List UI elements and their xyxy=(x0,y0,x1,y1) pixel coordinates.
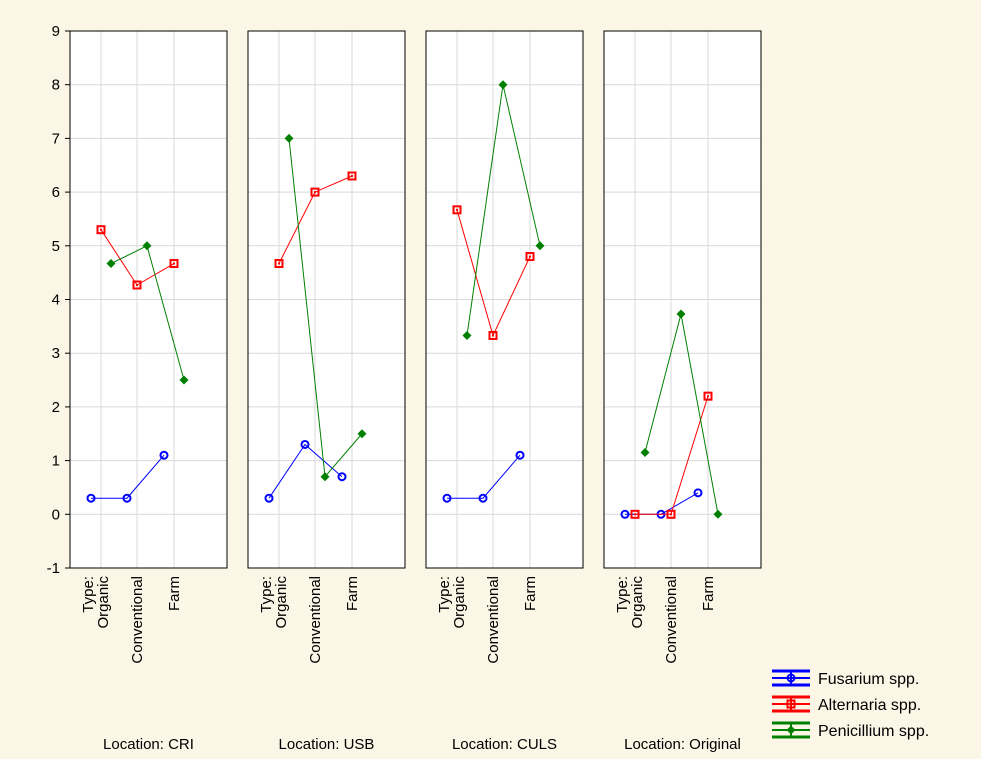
y-tick-label: 7 xyxy=(52,130,60,147)
data-point-circle xyxy=(786,673,796,683)
y-tick-label: 4 xyxy=(52,292,60,309)
category-label: Farm xyxy=(522,576,539,611)
y-tick-label: 1 xyxy=(52,453,60,470)
category-label: Conventional xyxy=(307,576,324,664)
data-point-circle xyxy=(264,493,274,503)
data-point-circle xyxy=(86,493,96,503)
chart-panel-3: Type:Organic Conventional Farm Location: CU… xyxy=(425,30,584,753)
legend-label: Penicillium spp. xyxy=(818,723,929,740)
data-point-square-center xyxy=(492,334,494,337)
category-label: Conventional xyxy=(663,576,680,664)
location-label: Location: CRI xyxy=(103,736,194,753)
data-point-diamond xyxy=(535,241,545,251)
category-label: Conventional xyxy=(485,576,502,664)
data-point-square-center xyxy=(100,228,102,231)
data-point-square xyxy=(488,330,498,340)
data-point-circle xyxy=(515,450,525,460)
y-tick-label: -1 xyxy=(47,560,60,577)
location-label: Location: USB xyxy=(279,736,375,753)
y-tick-label: 0 xyxy=(52,506,60,523)
y-tick-label: 6 xyxy=(52,184,60,201)
chart-panel-1: Type:Organic Conventional Farm Location: CR… xyxy=(65,30,228,753)
data-point-circle xyxy=(300,439,310,449)
data-point-circle xyxy=(442,493,452,503)
data-point-square-center xyxy=(314,191,316,194)
panel-frame xyxy=(247,30,406,569)
data-point-square xyxy=(96,225,106,235)
data-point-diamond xyxy=(498,80,508,90)
data-point-circle xyxy=(693,488,703,498)
category-label: Organic xyxy=(629,576,646,629)
data-point-square-center xyxy=(173,262,175,265)
data-point-diamond xyxy=(462,330,472,340)
series-line xyxy=(447,454,521,499)
data-point-diamond xyxy=(676,309,686,319)
data-point-square-center xyxy=(351,174,353,177)
y-tick-label: 9 xyxy=(52,23,60,40)
data-point-square-center xyxy=(529,255,531,258)
data-point-diamond xyxy=(142,241,152,251)
data-point-square xyxy=(274,259,284,269)
legend: Fusarium spp. Alternaria spp. Penicillium … xyxy=(772,669,929,740)
data-point-square xyxy=(310,187,320,197)
data-point-square xyxy=(666,509,676,519)
panel-frame xyxy=(425,30,584,569)
legend-label: Fusarium spp. xyxy=(818,671,919,688)
location-label: Location: CULS xyxy=(452,736,557,753)
data-point-diamond xyxy=(357,429,367,439)
data-point-square-center xyxy=(456,208,458,211)
data-point-diamond xyxy=(786,725,796,735)
data-point-diamond xyxy=(320,472,330,482)
series-line xyxy=(268,443,343,499)
panel-frame xyxy=(603,30,762,569)
data-point-square xyxy=(132,280,142,290)
category-prefix-label: Type: xyxy=(436,576,453,613)
category-prefix-label: Type: xyxy=(614,576,631,613)
y-tick-label: 2 xyxy=(52,399,60,416)
category-label: Farm xyxy=(700,576,717,611)
category-label: Organic xyxy=(95,576,112,629)
data-point-square xyxy=(347,171,357,181)
data-point-diamond xyxy=(106,259,116,269)
category-label: Organic xyxy=(451,576,468,629)
data-point-square xyxy=(786,699,796,709)
chart-panel-2: Type:Organic Conventional Farm Location: US… xyxy=(247,30,406,753)
category-prefix-label: Type: xyxy=(258,576,275,613)
category-prefix-label: Type: xyxy=(80,576,97,613)
data-point-square xyxy=(169,259,179,269)
data-point-square xyxy=(703,391,713,401)
data-point-square-center xyxy=(634,513,636,516)
data-point-square xyxy=(452,205,462,215)
data-point-square-center xyxy=(670,513,672,516)
data-point-circle xyxy=(620,509,630,519)
series-line xyxy=(91,454,165,499)
location-label: Location: Original xyxy=(624,736,741,753)
data-point-circle xyxy=(159,450,169,460)
data-point-square xyxy=(630,509,640,519)
category-label: Farm xyxy=(166,576,183,611)
category-label: Conventional xyxy=(129,576,146,664)
data-point-circle xyxy=(337,472,347,482)
y-tick-label: 5 xyxy=(52,238,60,255)
data-point-diamond xyxy=(284,133,294,143)
data-point-square-center xyxy=(278,262,280,265)
legend-label: Alternaria spp. xyxy=(818,697,921,714)
category-label: Farm xyxy=(344,576,361,611)
data-point-square-center xyxy=(790,703,792,705)
data-point-square xyxy=(525,252,535,262)
data-point-circle xyxy=(122,493,132,503)
y-tick-label: 3 xyxy=(52,345,60,362)
data-point-square-center xyxy=(136,284,138,287)
data-point-diamond xyxy=(640,448,650,458)
category-label: Organic xyxy=(273,576,290,629)
y-tick-label: 8 xyxy=(52,77,60,94)
data-point-diamond xyxy=(179,375,189,385)
data-point-circle xyxy=(478,493,488,503)
data-point-diamond xyxy=(713,509,723,519)
chart-panel-4: Type:Organic Conventional Farm Location: Or… xyxy=(603,30,762,753)
data-point-square-center xyxy=(707,395,709,398)
